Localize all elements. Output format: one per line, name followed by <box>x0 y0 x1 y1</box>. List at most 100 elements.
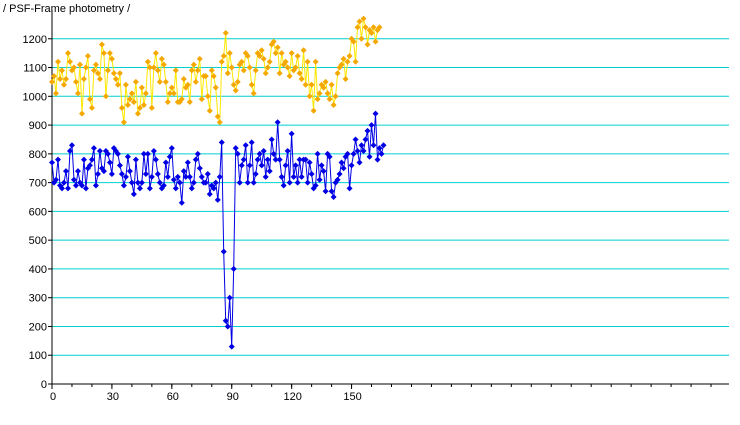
upper-series-point <box>326 96 333 103</box>
lower-series-point <box>292 162 299 169</box>
lower-series-point <box>132 156 139 163</box>
upper-series-point <box>364 41 371 48</box>
upper-series-point <box>116 70 123 77</box>
lower-series-point <box>232 145 239 152</box>
upper-series-point <box>140 101 147 108</box>
lower-series-point <box>380 142 387 149</box>
lower-series-point <box>290 173 297 180</box>
lower-series-point <box>210 185 217 192</box>
upper-series-point <box>240 67 247 74</box>
lower-series-point <box>212 179 219 186</box>
x-tick-label: 0 <box>50 391 56 403</box>
upper-series-point <box>372 38 379 45</box>
lower-series-point <box>172 185 179 192</box>
lower-series-point <box>154 170 161 177</box>
lower-series-point <box>264 156 271 163</box>
upper-series-point <box>162 78 169 85</box>
upper-series-point <box>106 50 113 57</box>
upper-series-point <box>262 70 269 77</box>
lower-series-point <box>330 194 337 200</box>
upper-series-point <box>308 81 315 88</box>
lower-series-point <box>240 156 247 163</box>
upper-series-point <box>72 78 79 85</box>
upper-series-point <box>340 55 347 62</box>
lower-series-point <box>134 179 141 186</box>
upper-series-point <box>314 96 321 103</box>
upper-series-point <box>138 84 145 91</box>
upper-series-point <box>172 67 179 74</box>
upper-series-point <box>286 73 293 80</box>
y-tick-label: 1000 <box>23 91 47 103</box>
upper-series-point <box>298 76 305 83</box>
upper-series-point <box>276 70 283 77</box>
upper-series-point <box>320 84 327 91</box>
lower-series-point <box>92 182 99 189</box>
lower-series-point <box>352 136 359 143</box>
x-tick-label: 90 <box>227 391 239 403</box>
upper-series-point <box>356 18 363 25</box>
upper-series-point <box>222 30 229 37</box>
chart-title: / PSF-Frame photometry / <box>3 3 131 15</box>
upper-series-point <box>246 64 253 71</box>
lower-series-point <box>222 317 229 324</box>
upper-series-point <box>86 96 93 103</box>
upper-series-point <box>134 110 141 117</box>
lower-series-point <box>226 294 233 301</box>
upper-series-point <box>194 67 201 74</box>
x-tick-label: 150 <box>343 391 361 403</box>
upper-series-point <box>104 67 111 74</box>
lower-series-point <box>142 170 149 177</box>
upper-series-point <box>124 101 131 108</box>
upper-series-point <box>368 30 375 37</box>
lower-series-point <box>338 159 345 166</box>
lower-series-point <box>254 156 261 163</box>
upper-series-point <box>166 90 173 97</box>
lower-series-point <box>148 173 155 180</box>
lower-series-point <box>340 165 347 172</box>
upper-series-point <box>66 58 73 65</box>
lower-series-point <box>88 156 95 163</box>
lower-series-point <box>174 173 181 180</box>
lower-series-point <box>136 185 143 192</box>
lower-series-point <box>156 179 163 186</box>
upper-series-point <box>144 58 151 65</box>
upper-series-point <box>206 107 213 114</box>
upper-series-point <box>376 24 383 31</box>
upper-series-point <box>346 53 353 60</box>
lower-series-point <box>336 170 343 177</box>
upper-series-point <box>80 76 87 83</box>
upper-series-point <box>294 53 301 60</box>
upper-series-point <box>164 99 171 106</box>
lower-series-point <box>186 173 193 180</box>
lower-series-point <box>322 188 329 195</box>
lower-series-point <box>124 153 131 160</box>
upper-series-point <box>160 61 167 68</box>
upper-series-point <box>76 61 83 68</box>
lower-series-point <box>202 179 209 186</box>
lower-series-point <box>216 173 223 180</box>
upper-series-point <box>196 55 203 62</box>
lower-series-point <box>122 173 129 180</box>
lower-series-point <box>138 179 145 186</box>
lower-series-point <box>188 185 195 192</box>
y-tick-label: 1100 <box>23 63 47 75</box>
lower-series-point <box>298 173 305 180</box>
upper-series-point <box>49 78 55 85</box>
lower-series-point <box>256 150 263 157</box>
lower-series-point <box>126 168 133 175</box>
lower-series-point <box>366 153 373 160</box>
lower-series-point <box>268 136 275 143</box>
lower-series-point <box>194 150 201 157</box>
upper-series-point <box>190 61 197 68</box>
lower-series-point <box>184 159 191 166</box>
lower-series-point <box>140 150 147 157</box>
lower-series-point <box>196 165 203 172</box>
lower-series-point <box>58 185 65 192</box>
lower-series-point <box>306 159 313 166</box>
lower-series-point <box>378 150 385 157</box>
upper-series-point <box>300 47 307 54</box>
lower-series-point <box>68 142 75 149</box>
upper-series-point <box>264 64 271 71</box>
y-tick-label: 100 <box>29 350 47 362</box>
lower-series-point <box>344 150 351 157</box>
